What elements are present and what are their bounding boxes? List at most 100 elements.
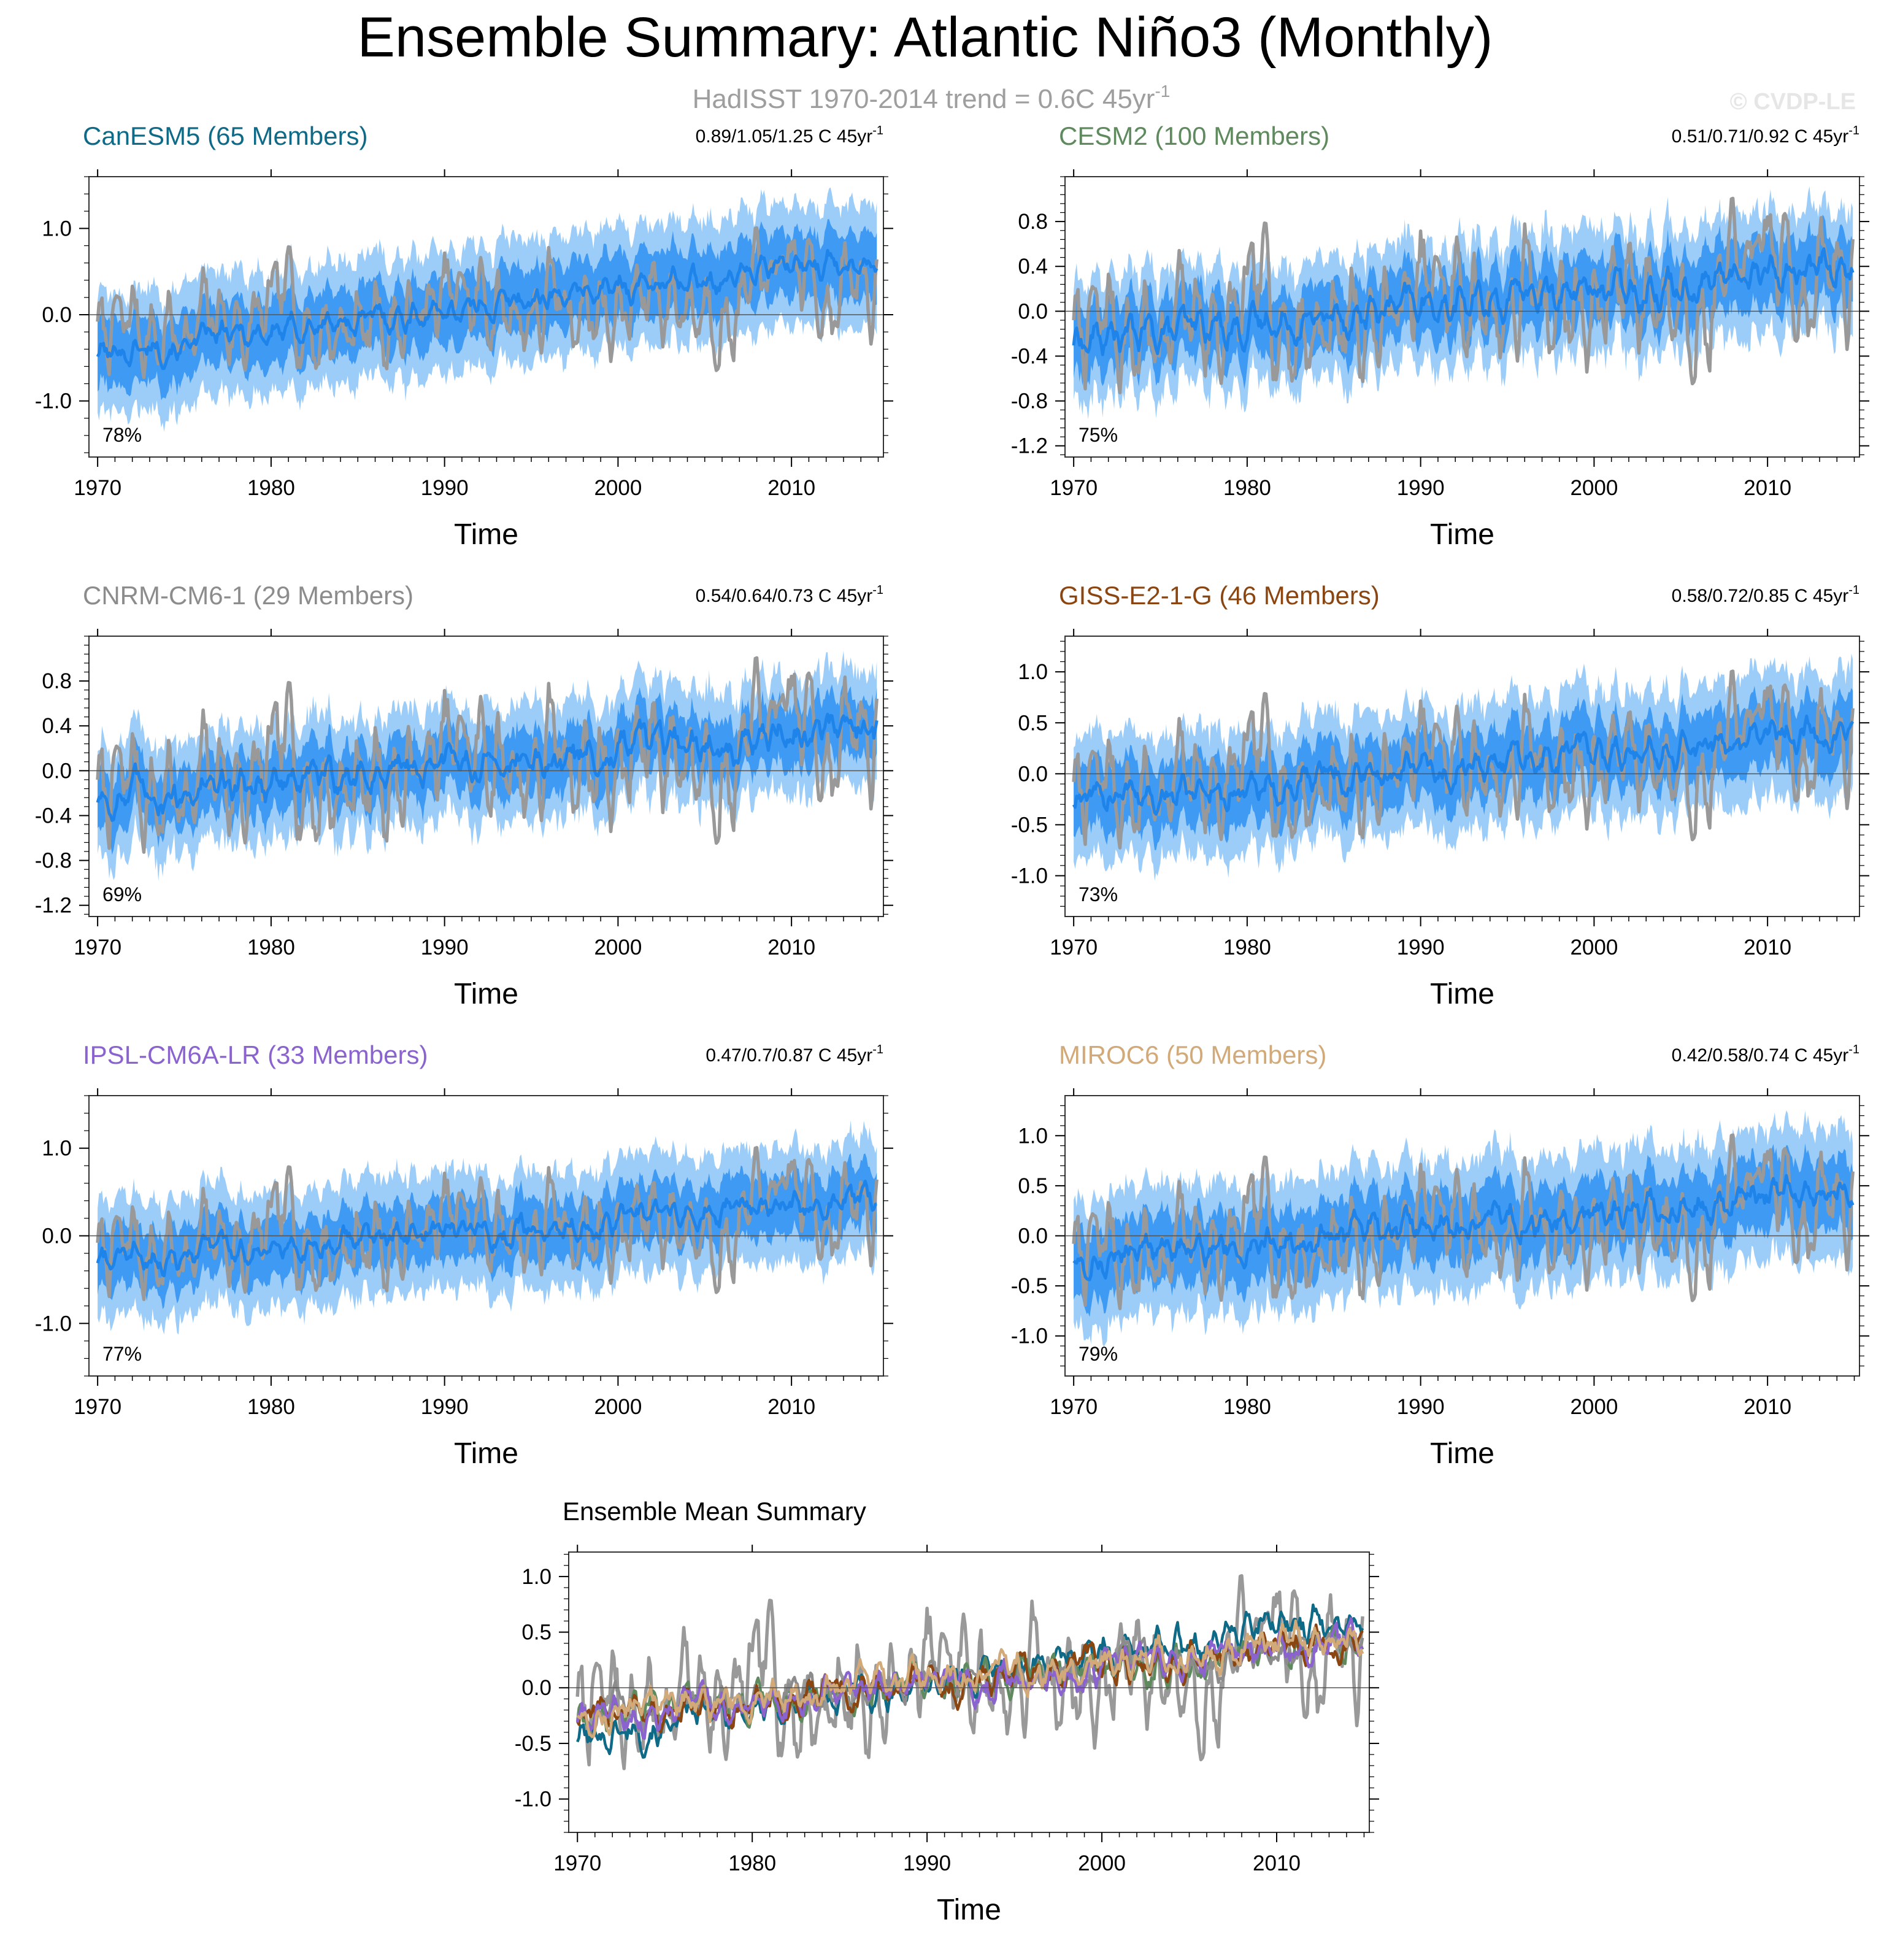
x-tick-label: 1980 xyxy=(728,1851,776,1875)
panel-title: Ensemble Mean Summary xyxy=(563,1497,866,1526)
plot-frame xyxy=(1064,176,1860,458)
y-tick-label: 0.4 xyxy=(42,714,72,738)
series-line-hadisst xyxy=(575,1574,1364,1770)
panel-title: CNRM-CM6-1 (29 Members) xyxy=(83,581,413,610)
y-tick-label: 0.5 xyxy=(521,1621,552,1645)
y-tick-label: -1.0 xyxy=(35,1312,72,1335)
trend-annotation: 0.47/0.7/0.87 C 45yr-1 xyxy=(706,1043,883,1066)
observed-line xyxy=(1072,669,1855,850)
trend-superscript: -1 xyxy=(872,1043,883,1056)
percent-label: 73% xyxy=(1079,883,1118,905)
panel-cesm2: 1970 1980 1990 2000 2010 0.8 0.4 0.0 -0.4 -0.8 -1.… xyxy=(1011,121,1869,551)
y-tick-label: -0.8 xyxy=(1011,390,1048,413)
x-tick-label: 1980 xyxy=(247,476,295,500)
x-tick-label: 2010 xyxy=(1744,476,1791,500)
plot-frame xyxy=(88,176,884,458)
x-tick-label: 1990 xyxy=(903,1851,951,1875)
x-tick-label: 2010 xyxy=(1744,1395,1791,1419)
percent-label: 79% xyxy=(1079,1343,1118,1365)
figure-title: Ensemble Summary: Atlantic Niño3 (Monthl… xyxy=(358,6,1493,69)
ensemble-mean-line xyxy=(1072,247,1855,356)
observed-line xyxy=(1072,196,1855,394)
y-tick-label: 0.4 xyxy=(1018,255,1048,279)
y-tick-label: -1.2 xyxy=(35,894,72,918)
trend-text: 0.42/0.58/0.74 C 45yr xyxy=(1672,1045,1849,1066)
x-tick-label: 1980 xyxy=(1223,476,1271,500)
x-tick-label: 1980 xyxy=(247,936,295,959)
x-tick-label: 2010 xyxy=(1744,936,1791,959)
x-axis-label: Time xyxy=(454,978,518,1010)
x-tick-label: 2000 xyxy=(1078,1851,1126,1875)
y-tick-label: -0.5 xyxy=(1011,813,1048,837)
y-tick-label: 0.0 xyxy=(42,759,72,783)
x-tick-label: 2000 xyxy=(1570,1395,1618,1419)
y-tick-label: -1.0 xyxy=(1011,864,1048,888)
y-tick-label: 0.0 xyxy=(42,1224,72,1248)
y-tick-label: -0.4 xyxy=(1011,344,1048,368)
panel-ipsl-cm6a-lr: 1970 1980 1990 2000 2010 1.0 0.0 -1.0 Time IPSL-C… xyxy=(35,1040,893,1470)
x-tick-label: 2010 xyxy=(767,936,815,959)
plot-area xyxy=(1072,653,1855,881)
y-tick-label: 0.0 xyxy=(1018,762,1048,786)
x-tick-label: 1990 xyxy=(1397,936,1445,959)
y-tick-label: 0.0 xyxy=(1018,299,1048,323)
plot-area xyxy=(96,187,879,432)
y-tick-label: -0.5 xyxy=(1011,1274,1048,1298)
x-tick-label: 1970 xyxy=(1050,1395,1098,1419)
plot-area xyxy=(96,651,879,881)
trend-text: 0.58/0.72/0.85 C 45yr xyxy=(1672,586,1849,606)
panel-giss-e2-1-g: 1970 1980 1990 2000 2010 1.0 0.5 0.0 -0.5 -1.0 Tim… xyxy=(1011,581,1869,1010)
x-axis-label: Time xyxy=(454,1437,518,1470)
x-tick-label: 1990 xyxy=(421,476,469,500)
trend-annotation: 0.42/0.58/0.74 C 45yr-1 xyxy=(1672,1043,1859,1066)
trend-annotation: 0.54/0.64/0.73 C 45yr-1 xyxy=(696,583,883,606)
trend-annotation: 0.58/0.72/0.85 C 45yr-1 xyxy=(1672,583,1859,606)
percent-label: 75% xyxy=(1079,424,1118,446)
observed-line xyxy=(96,226,879,379)
panel-miroc6: 1970 1980 1990 2000 2010 1.0 0.5 0.0 -0.5 -1.0 Tim… xyxy=(1011,1040,1869,1470)
x-tick-label: 2000 xyxy=(1570,476,1618,500)
x-tick-label: 2010 xyxy=(767,476,815,500)
x-tick-label: 1990 xyxy=(1397,1395,1445,1419)
y-tick-label: 1.0 xyxy=(42,217,72,240)
observed-line xyxy=(1072,1133,1855,1310)
x-tick-label: 2010 xyxy=(767,1395,815,1419)
trend-superscript: -1 xyxy=(1848,1043,1859,1056)
y-tick-label: 0.0 xyxy=(42,303,72,327)
panel-title: CanESM5 (65 Members) xyxy=(83,121,367,150)
subtitle-main: HadISST 1970-2014 trend = 0.6C 45yr xyxy=(693,84,1155,114)
panel-title: GISS-E2-1-G (46 Members) xyxy=(1059,581,1380,610)
percent-label: 77% xyxy=(102,1343,142,1365)
trend-text: 0.54/0.64/0.73 C 45yr xyxy=(696,586,873,606)
panel-ensemble-mean-summary: 1970 1980 1990 2000 2010 1.0 0.5 0.0 -0.5 -1.0 Tim… xyxy=(515,1497,1379,1926)
x-tick-label: 1970 xyxy=(553,1851,601,1875)
y-tick-label: 0.8 xyxy=(1018,210,1048,234)
y-tick-label: 0.8 xyxy=(42,669,72,693)
ensemble-mean-line xyxy=(1072,714,1855,816)
percent-label: 69% xyxy=(102,883,142,905)
ensemble-mean-line xyxy=(1072,1174,1855,1282)
x-tick-label: 1980 xyxy=(1223,1395,1271,1419)
observed-line xyxy=(96,1146,879,1301)
y-tick-label: 1.0 xyxy=(521,1565,552,1589)
panel-title: MIROC6 (50 Members) xyxy=(1059,1040,1326,1069)
x-tick-label: 2010 xyxy=(1253,1851,1301,1875)
y-tick-label: -1.2 xyxy=(1011,434,1048,458)
x-tick-label: 1980 xyxy=(247,1395,295,1419)
watermark: © CVDP-LE xyxy=(1730,89,1856,115)
panel-canesm5: 1970 1980 1990 2000 2010 1.0 0.0 -1.0 Time CanESM… xyxy=(35,121,893,551)
panel-title: CESM2 (100 Members) xyxy=(1059,121,1329,150)
trend-text: 0.89/1.05/1.25 C 45yr xyxy=(696,126,873,147)
percent-label: 78% xyxy=(102,424,142,446)
y-tick-label: 0.0 xyxy=(521,1676,552,1700)
plot-frame xyxy=(88,636,884,917)
x-tick-label: 2000 xyxy=(594,476,642,500)
y-tick-label: 0.5 xyxy=(1018,1174,1048,1198)
x-tick-label: 1990 xyxy=(421,1395,469,1419)
observed-line xyxy=(96,656,879,854)
subtitle-superscript: -1 xyxy=(1155,82,1170,101)
trend-superscript: -1 xyxy=(1848,124,1859,137)
x-axis-label: Time xyxy=(937,1894,1001,1926)
y-tick-label: 1.0 xyxy=(42,1137,72,1161)
y-tick-label: 0.5 xyxy=(1018,711,1048,735)
